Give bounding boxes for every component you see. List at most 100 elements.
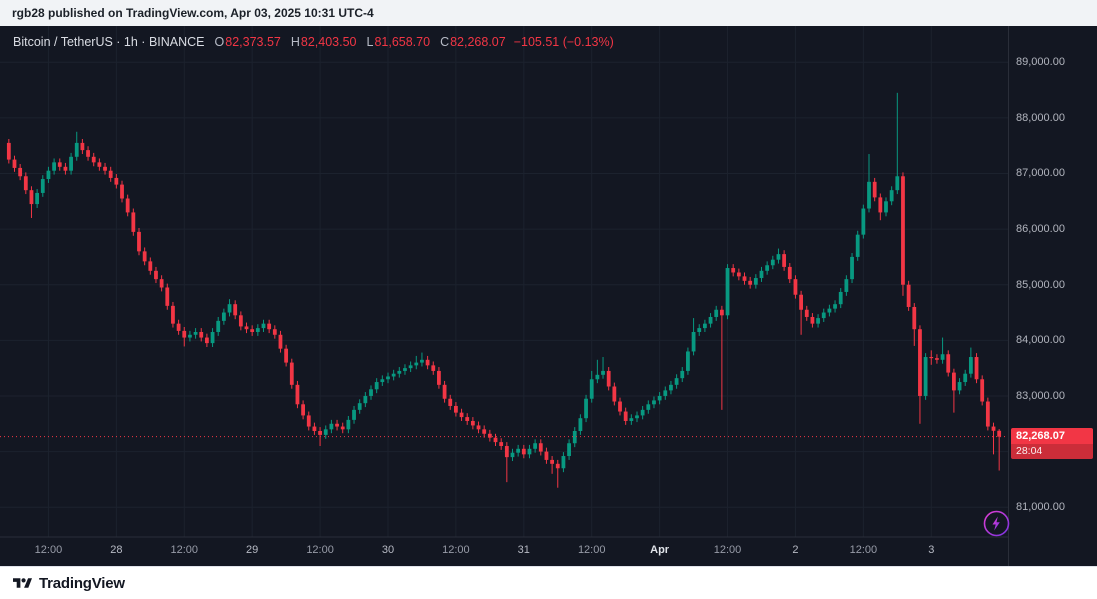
ohlc-low: L 81,658.70	[367, 35, 431, 49]
candle	[425, 355, 430, 370]
time-axis-label: 2	[792, 544, 799, 556]
time-axis-label: 12:00	[170, 544, 199, 556]
chart-legend: Bitcoin / TetherUS · 1h · BINANCE O 82,37…	[13, 35, 614, 49]
time-axis[interactable]: 12:00 28 12:00 29 12:00 30 12:00 31 12:00 Apr 12:0…	[0, 537, 1008, 566]
candle	[18, 164, 23, 181]
boost-button[interactable]	[983, 510, 1010, 537]
candle	[97, 158, 102, 171]
tradingview-wordmark[interactable]: TradingView	[39, 574, 125, 592]
candle	[357, 399, 362, 414]
candle	[640, 405, 645, 420]
candle	[295, 380, 300, 409]
ohlc-close-value: 82,268.07	[450, 35, 506, 49]
candle	[850, 253, 854, 284]
candle	[114, 174, 119, 189]
candle	[906, 280, 911, 311]
candle	[929, 350, 934, 365]
ohlc-open-label: O	[214, 35, 225, 49]
candle	[884, 197, 888, 217]
price-axis[interactable]: 82,268.07 28:04 89,000.00 88,000.00 87,000…	[1008, 26, 1097, 566]
candle	[861, 204, 866, 239]
tradingview-logo[interactable]	[13, 576, 32, 591]
candle	[940, 337, 945, 364]
candle	[40, 175, 45, 197]
ohlc-open: O 82,373.57	[215, 35, 281, 49]
ohlc-close-label: C	[440, 35, 450, 49]
candle	[963, 369, 968, 386]
time-axis-label: 31	[517, 544, 530, 556]
candle	[80, 139, 85, 155]
candle	[35, 189, 40, 208]
candle	[782, 250, 787, 271]
candle	[403, 364, 407, 375]
candle	[516, 444, 521, 457]
candle	[227, 299, 232, 317]
candle	[420, 352, 424, 367]
candle	[985, 397, 990, 431]
candle	[448, 394, 453, 410]
candle	[935, 354, 939, 364]
time-axis-label: Apr	[650, 544, 670, 556]
candle	[103, 162, 107, 175]
tradingview-logo-icon	[13, 577, 32, 588]
candle	[29, 186, 34, 218]
candle	[686, 347, 690, 375]
candle	[284, 344, 289, 367]
ohlc-open-value: 82,373.57	[225, 35, 281, 49]
candle	[872, 177, 877, 202]
candle	[414, 355, 419, 370]
last-price-tag: 82,268.07 28:04	[1011, 427, 1093, 459]
candle	[997, 429, 1002, 471]
candle	[538, 439, 543, 456]
candle	[261, 319, 266, 332]
candle	[731, 264, 736, 277]
candle	[776, 248, 781, 264]
candle	[889, 186, 894, 206]
candle	[182, 326, 187, 347]
candle	[369, 385, 373, 400]
ohlc-low-value: 81,658.70	[374, 35, 431, 49]
candle	[674, 374, 679, 389]
candle	[578, 414, 583, 435]
candle	[69, 152, 73, 175]
candle	[799, 290, 804, 335]
time-axis-label: 12:00	[306, 544, 334, 556]
last-price-value: 82,268.07	[1016, 429, 1065, 442]
candle	[838, 288, 843, 309]
candle	[708, 313, 713, 328]
candle	[855, 230, 860, 261]
time-axis-label: 12:00	[442, 544, 470, 556]
candle	[74, 131, 79, 161]
publish-banner-text: rgb28 published on TradingView.com, Apr …	[12, 6, 374, 20]
symbol-title[interactable]: Bitcoin / TetherUS · 1h · BINANCE	[13, 35, 205, 49]
candle	[606, 367, 611, 391]
candle	[810, 313, 815, 328]
candlestick-chart[interactable]	[0, 26, 1008, 566]
candle	[646, 400, 651, 414]
candle	[753, 274, 758, 289]
ohlc-close: C 82,268.07	[440, 35, 506, 49]
candle	[12, 155, 17, 172]
candle	[918, 325, 922, 424]
candle	[301, 400, 306, 420]
candle	[736, 268, 741, 281]
candle	[482, 425, 487, 438]
candle	[487, 429, 492, 442]
time-axis-label: 3	[928, 544, 935, 556]
candle	[499, 438, 504, 450]
price-axis-label: 85,000.00	[1016, 278, 1065, 291]
candle	[188, 330, 192, 342]
price-axis-label: 84,000.00	[1016, 334, 1065, 347]
candle	[804, 305, 809, 321]
candle	[204, 333, 209, 348]
candle	[267, 319, 272, 334]
candle	[555, 459, 560, 488]
candle	[544, 447, 549, 464]
candle	[91, 152, 96, 167]
candle	[697, 324, 702, 336]
candle	[765, 261, 770, 275]
candle	[272, 325, 277, 339]
candle	[946, 350, 951, 377]
time-axis-label: 12:00	[34, 544, 63, 556]
